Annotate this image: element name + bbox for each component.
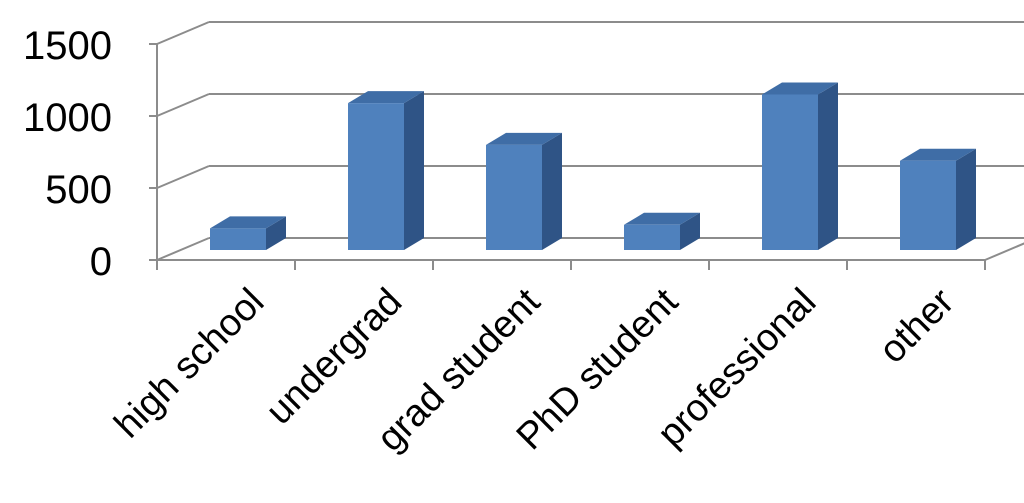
bar-top xyxy=(624,212,700,225)
bar-top xyxy=(900,148,976,161)
bar xyxy=(486,132,562,250)
bar-side xyxy=(818,82,838,250)
gridline-depth xyxy=(156,165,210,189)
bar-side xyxy=(266,216,286,250)
bar-front xyxy=(900,160,956,250)
y-tick-label: 1000 xyxy=(23,96,112,140)
bar-top xyxy=(486,132,562,145)
gridline-depth xyxy=(156,237,210,261)
y-tick-label: 0 xyxy=(90,240,112,284)
bar-front xyxy=(210,228,266,250)
grid-lines xyxy=(156,21,1024,261)
floor-edge xyxy=(984,242,1024,261)
bars xyxy=(210,82,976,251)
gridline-depth xyxy=(156,21,210,45)
bar-side xyxy=(542,132,562,250)
y-tick-label: 500 xyxy=(45,168,112,212)
bar-front xyxy=(486,144,542,250)
bar-front xyxy=(624,224,680,250)
bar xyxy=(762,82,838,250)
bar-top xyxy=(210,216,286,229)
bar xyxy=(900,148,976,250)
bar-front xyxy=(762,94,818,250)
bar-side xyxy=(956,148,976,250)
bar-side xyxy=(680,212,700,250)
x-tick-label: high school xyxy=(107,281,273,447)
bar xyxy=(348,91,424,251)
bar-top xyxy=(762,82,838,95)
bar-front xyxy=(348,103,404,251)
x-tick-label: undergrad xyxy=(258,281,410,433)
y-tick-label: 1500 xyxy=(23,24,112,68)
axes xyxy=(149,43,986,270)
bar xyxy=(210,216,286,250)
gridline-depth xyxy=(156,93,210,117)
x-tick-label: other xyxy=(871,280,962,371)
bar xyxy=(624,212,700,250)
bar-top xyxy=(348,91,424,104)
bar-side xyxy=(404,91,424,251)
